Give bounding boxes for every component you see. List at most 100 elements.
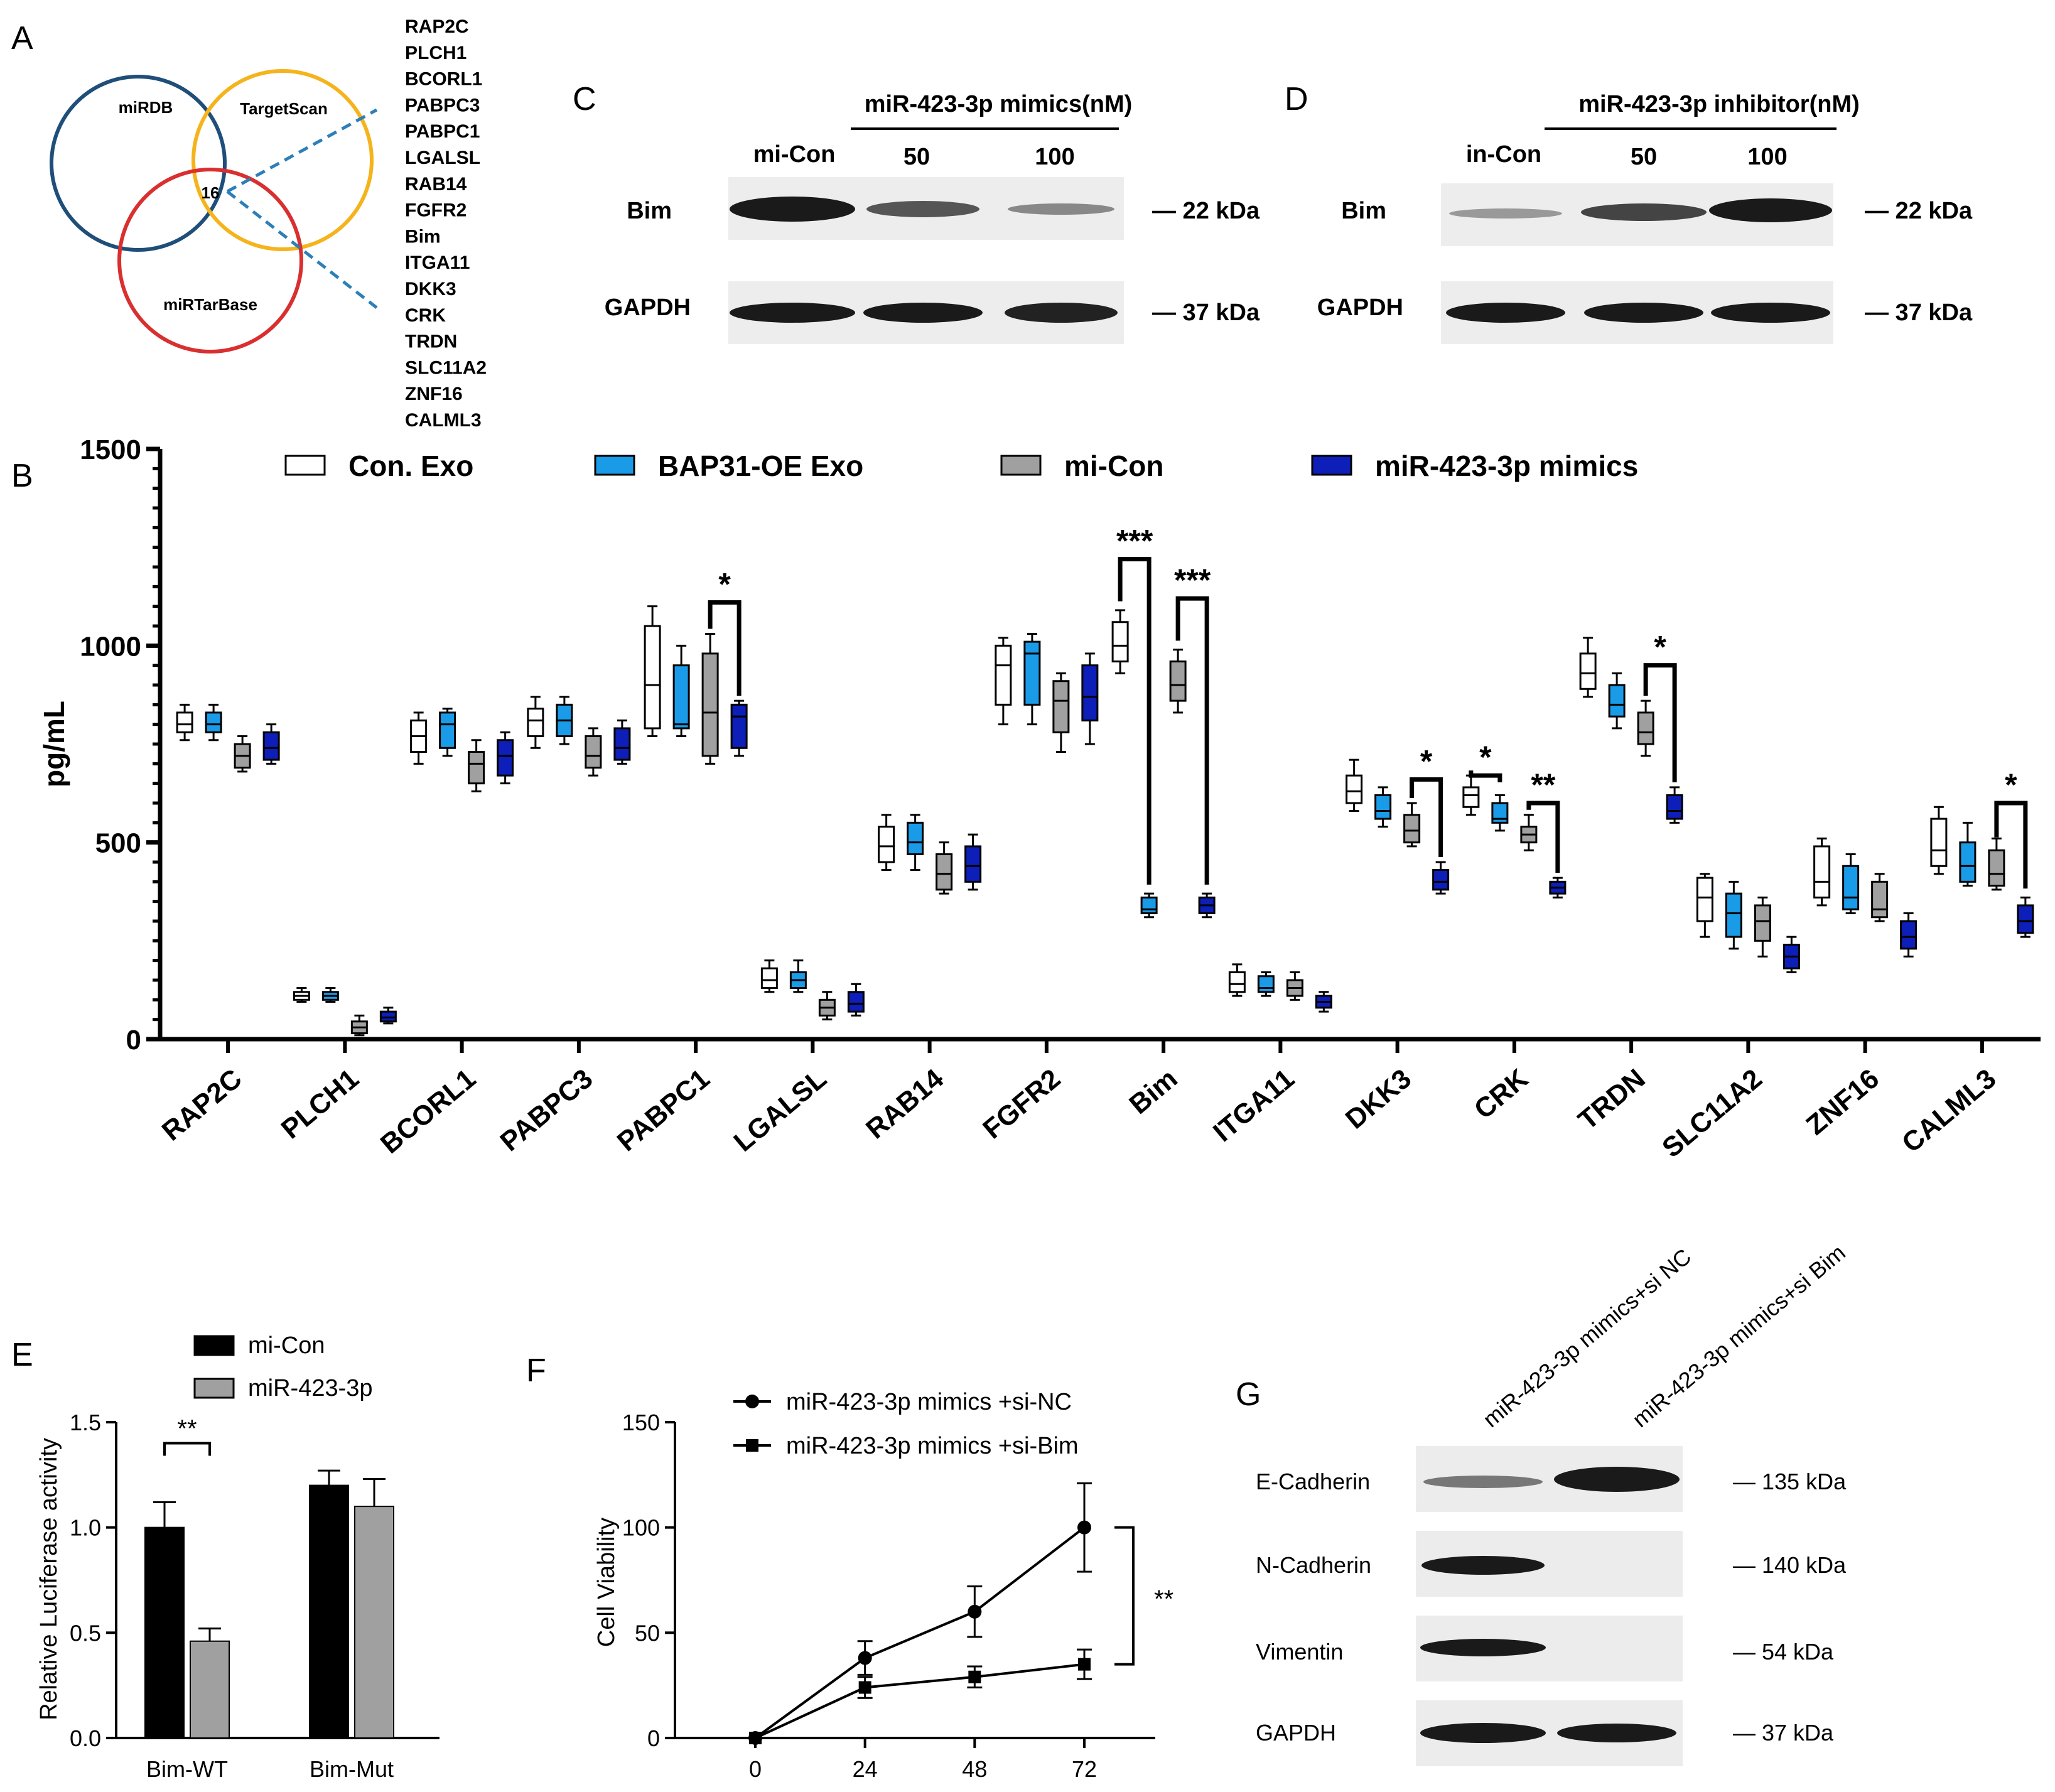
line-y-axis-label: Cell Viability: [593, 1518, 620, 1647]
line-y-tick-label: 50: [635, 1620, 660, 1646]
line-y-tick-label: 100: [622, 1515, 660, 1541]
blot-c-lane-0: mi-Con: [753, 141, 836, 168]
blot-g-size-gapdh: — 37 kDa: [1733, 1720, 1834, 1746]
boxplot-x-tick-label: ITGA11: [1207, 1063, 1300, 1148]
venn-circle-targetscan: [191, 69, 374, 251]
blot-c-band-gapdh-con: [730, 303, 855, 323]
boxplot-box: [1111, 621, 1129, 662]
line-data-point: [1077, 1520, 1091, 1535]
boxplot-x-tick-label: DKK3: [1340, 1063, 1417, 1135]
blot-d-lane-0: in-Con: [1466, 141, 1541, 168]
gene-list-item-pabpc3: PABPC3: [405, 95, 480, 116]
boxplot-legend-swatch: [1000, 455, 1042, 476]
blot-g-band-ecad-sibim: [1554, 1467, 1680, 1492]
blot-g-row-gapdh: GAPDH: [1256, 1720, 1336, 1746]
boxplot-box: [439, 711, 456, 749]
boxplot-box: [1900, 920, 1917, 950]
blot-panel-g: miR-423-3p mimics+si NC miR-423-3p mimic…: [1256, 1239, 1850, 1766]
bar-y-axis-label: Relative Luciferase activity: [36, 1438, 62, 1720]
blot-g-band-gapdh-sibim: [1557, 1724, 1676, 1742]
line-series-path: [755, 1663, 1085, 1739]
bar-chart-panel-e: mi-Con miR-423-3p 0.0 0.5 1.0 1.5 Relative Luc…: [36, 1332, 440, 1782]
blot-c-band-bim-100: [1008, 203, 1114, 215]
line-x-tick-label: 24: [853, 1756, 878, 1782]
boxplot-box: [672, 664, 690, 730]
bar-y-tick-label: 1.5: [70, 1410, 101, 1435]
boxplot-box: [847, 991, 865, 1013]
boxplot-box: [1228, 971, 1246, 993]
blot-c-header: miR-423-3p mimics(nM): [865, 91, 1133, 117]
blot-d-band-bim-con: [1449, 208, 1562, 219]
bar-y-tick-label: 1.0: [70, 1515, 101, 1541]
bar-legend-label: mi-Con: [248, 1332, 325, 1359]
gene-list-item-dkk3: DKK3: [405, 279, 456, 300]
boxplot-x-tick-label: Bim: [1123, 1063, 1183, 1120]
boxplot-significance-bracket: [1410, 777, 1443, 857]
boxplot-x-tick-label: LGALSL: [728, 1063, 832, 1158]
boxplot-box: [1491, 802, 1509, 824]
blot-g-size-ncad: — 140 kDa: [1733, 1552, 1847, 1578]
line-y-tick-label: 0: [647, 1725, 660, 1751]
bar-rect: [354, 1506, 394, 1739]
boxplot-y-axis-label: pg/mL: [38, 701, 70, 787]
boxplot-box: [379, 1010, 397, 1023]
panel-letter-e: E: [11, 1337, 33, 1373]
boxplot-box: [1637, 711, 1654, 745]
boxplot-box: [1608, 684, 1626, 718]
boxplot-box: [1169, 660, 1187, 702]
boxplot-panel-b: 0 500 1000 1500 pg/mL RAP2C PLCH1 BCORL1 PABPC3 P…: [38, 435, 2041, 1163]
boxplot-significance-label: *: [1654, 630, 1666, 665]
blot-c-lane-1: 50: [903, 144, 930, 170]
line-legend-label: miR-423-3p mimics +si-NC: [786, 1389, 1072, 1415]
boxplot-box: [176, 711, 193, 733]
line-legend-label: miR-423-3p mimics +si-Bim: [786, 1433, 1079, 1459]
blot-c-band-bim-50: [866, 201, 979, 217]
boxplot-box: [995, 644, 1012, 706]
blot-g-band-vim-nc: [1420, 1639, 1546, 1656]
boxplot-box: [1930, 818, 1948, 867]
boxplot-significance-bracket: [708, 600, 742, 696]
line-x-tick-label: 0: [749, 1756, 762, 1782]
line-data-point: [1078, 1658, 1091, 1671]
boxplot-box: [1988, 849, 2005, 887]
boxplot-y-tick-label: 500: [95, 828, 141, 859]
line-legend-marker: [745, 1395, 759, 1408]
boxplot-box: [1346, 774, 1363, 804]
blot-d-row-bim: Bim: [1341, 198, 1386, 224]
blot-g-size-ecad: — 135 kDa: [1733, 1469, 1847, 1494]
boxplot-significance-label: *: [2005, 767, 2017, 802]
blot-panel-d: miR-423-3p inhibitor(nM) in-Con 50 100 B…: [1317, 91, 1973, 344]
boxplot-legend-swatch: [1311, 455, 1352, 476]
boxplot-significance-label: **: [1531, 767, 1555, 802]
blot-c-row-gapdh: GAPDH: [605, 294, 691, 321]
boxplot-y-tick-label: 1500: [80, 435, 141, 465]
boxplot-box: [1813, 845, 1831, 899]
boxplot-x-tick-label: CRK: [1469, 1063, 1535, 1125]
gene-list-item-bim: Bim: [405, 226, 441, 247]
boxplot-box: [585, 735, 602, 769]
blot-panel-c: miR-423-3p mimics(nM) mi-Con 50 100 Bim …: [605, 91, 1260, 344]
bar-legend-swatch: [193, 1378, 235, 1399]
boxplot-box: [878, 826, 895, 863]
boxplot-box: [468, 751, 485, 785]
line-significance-label: **: [1154, 1585, 1173, 1613]
boxplot-significance-bracket: [1469, 770, 1502, 782]
gene-list-item-pabpc1: PABPC1: [405, 121, 480, 142]
bar-significance-label: **: [177, 1415, 197, 1443]
line-data-point: [968, 1604, 982, 1619]
gene-list-item-rap2c: RAP2C: [405, 16, 469, 37]
blot-c-size-gapdh: — 37 kDa: [1152, 300, 1260, 326]
boxplot-x-tick-label: RAP2C: [156, 1063, 248, 1147]
gene-list-item-rab14: RAB14: [405, 174, 467, 195]
boxplot-significance-bracket: [1175, 596, 1209, 885]
boxplot-significance-label: *: [1479, 740, 1492, 775]
boxplot-box: [1579, 652, 1597, 690]
bar-significance-bracket: [163, 1442, 211, 1456]
gene-list-item-crk: CRK: [405, 305, 446, 326]
boxplot-legend-label: miR-423-3p mimics: [1375, 450, 1638, 482]
boxplot-significance-bracket: [1643, 663, 1677, 782]
boxplot-significance-label: ***: [1174, 563, 1211, 598]
panel-letter-c: C: [573, 81, 596, 117]
boxplot-box: [1023, 640, 1041, 706]
